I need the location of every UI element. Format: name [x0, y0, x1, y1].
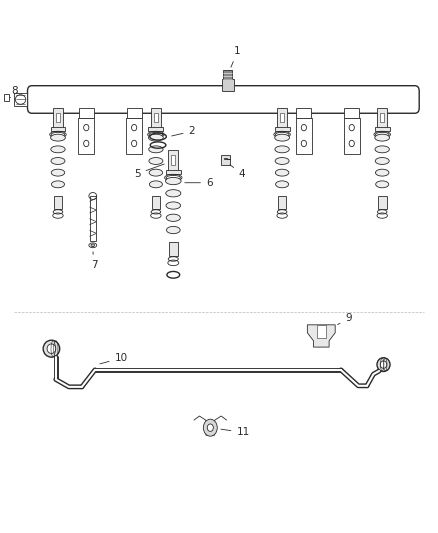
Ellipse shape — [51, 146, 65, 153]
Ellipse shape — [166, 190, 181, 197]
Bar — [277, 108, 287, 128]
Bar — [78, 117, 94, 154]
Bar — [344, 117, 360, 154]
Circle shape — [84, 124, 89, 131]
Polygon shape — [317, 325, 325, 338]
Ellipse shape — [375, 146, 389, 153]
Circle shape — [131, 140, 137, 147]
Bar — [148, 127, 163, 131]
Bar — [151, 108, 161, 128]
Ellipse shape — [51, 181, 64, 188]
Text: 4: 4 — [230, 165, 245, 179]
Bar — [381, 113, 384, 122]
Circle shape — [301, 124, 307, 131]
Ellipse shape — [166, 177, 181, 184]
Text: 10: 10 — [100, 353, 127, 364]
Bar — [280, 113, 284, 122]
Ellipse shape — [149, 181, 162, 188]
Circle shape — [203, 419, 217, 436]
Bar — [154, 113, 158, 122]
Text: 2: 2 — [172, 126, 195, 136]
Bar — [344, 108, 359, 117]
Ellipse shape — [275, 158, 289, 165]
Text: 6: 6 — [185, 177, 212, 188]
Bar — [171, 155, 175, 165]
Polygon shape — [307, 325, 335, 347]
Circle shape — [207, 424, 213, 431]
Bar — [375, 127, 390, 131]
Ellipse shape — [149, 158, 163, 165]
Circle shape — [301, 140, 307, 147]
Circle shape — [84, 140, 89, 147]
Bar — [90, 196, 96, 241]
Ellipse shape — [51, 169, 65, 176]
Ellipse shape — [43, 340, 60, 357]
Ellipse shape — [47, 344, 56, 353]
Bar — [222, 79, 234, 91]
Bar — [14, 93, 27, 106]
Bar — [378, 196, 387, 209]
Ellipse shape — [166, 214, 180, 221]
Bar — [79, 108, 94, 117]
FancyBboxPatch shape — [28, 86, 419, 114]
Text: 5: 5 — [134, 164, 164, 179]
Ellipse shape — [149, 146, 163, 153]
Bar — [296, 117, 312, 154]
Circle shape — [349, 124, 354, 131]
Bar — [53, 196, 62, 209]
Bar — [127, 108, 141, 117]
Text: 1: 1 — [231, 46, 241, 67]
Text: 11: 11 — [221, 427, 250, 438]
Ellipse shape — [275, 134, 290, 141]
Bar — [4, 94, 9, 101]
Bar — [126, 117, 142, 154]
Ellipse shape — [380, 361, 387, 368]
Bar — [152, 196, 160, 209]
Ellipse shape — [276, 169, 289, 176]
Bar — [169, 243, 178, 256]
Ellipse shape — [276, 181, 289, 188]
Ellipse shape — [149, 169, 162, 176]
Bar — [168, 150, 178, 171]
Text: 7: 7 — [91, 252, 97, 270]
Circle shape — [349, 140, 354, 147]
Bar — [297, 108, 311, 117]
Ellipse shape — [377, 358, 390, 372]
Ellipse shape — [148, 134, 163, 141]
Bar — [223, 70, 233, 79]
Bar — [53, 108, 63, 128]
Bar — [56, 113, 60, 122]
Bar — [275, 127, 290, 131]
Ellipse shape — [376, 181, 389, 188]
Bar — [50, 127, 65, 131]
Ellipse shape — [51, 158, 65, 165]
Ellipse shape — [275, 146, 289, 153]
Ellipse shape — [375, 158, 389, 165]
Ellipse shape — [166, 227, 180, 233]
Ellipse shape — [375, 169, 389, 176]
Circle shape — [131, 124, 137, 131]
Ellipse shape — [166, 202, 180, 209]
Polygon shape — [221, 155, 230, 165]
Ellipse shape — [91, 244, 95, 247]
Ellipse shape — [50, 134, 65, 141]
Bar — [278, 196, 286, 209]
Bar — [166, 170, 181, 174]
Text: 8: 8 — [11, 86, 18, 96]
Text: 9: 9 — [338, 313, 352, 325]
Ellipse shape — [375, 134, 390, 141]
Bar — [378, 108, 387, 128]
